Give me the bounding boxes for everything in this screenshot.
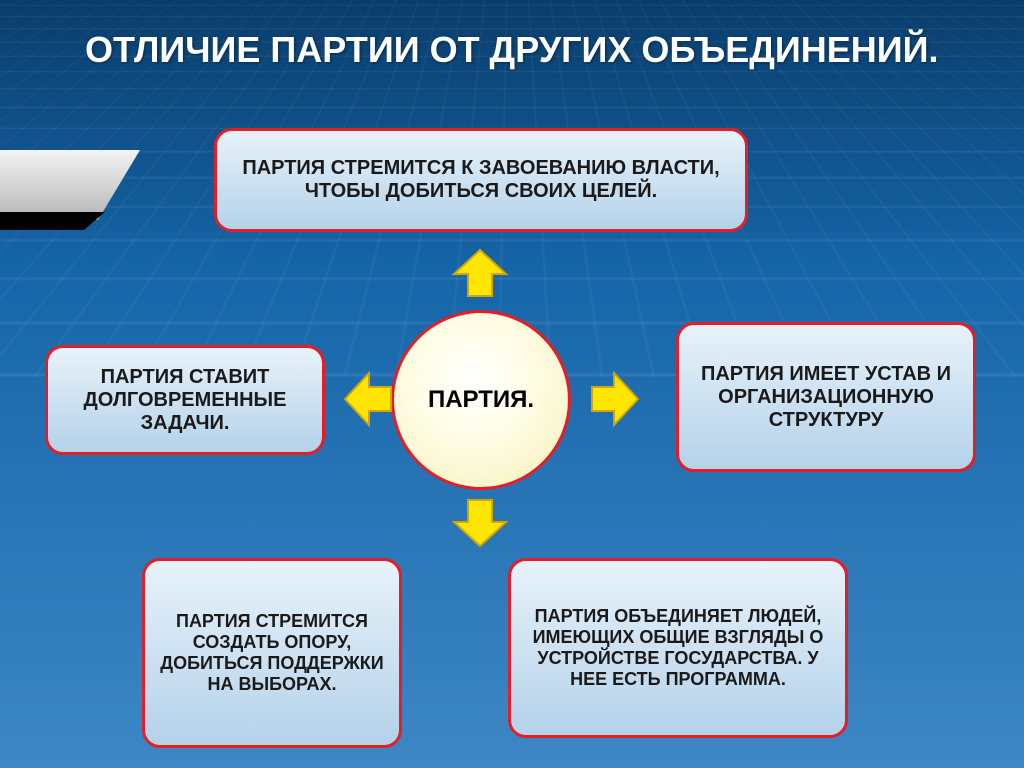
arrow-left-icon xyxy=(343,369,393,429)
arrow-right-icon xyxy=(590,369,640,429)
slide-title: ОТЛИЧИЕ ПАРТИИ ОТ ДРУГИХ ОБЪЕДИНЕНИЙ. xyxy=(85,28,939,71)
box-top-text: ПАРТИЯ СТРЕМИТСЯ К ЗАВОЕВАНИЮ ВЛАСТИ, ЧТ… xyxy=(231,157,731,203)
box-right: ПАРТИЯ ИМЕЕТ УСТАВ И ОРГАНИЗАЦИОННУЮ СТР… xyxy=(676,322,976,472)
box-right-text: ПАРТИЯ ИМЕЕТ УСТАВ И ОРГАНИЗАЦИОННУЮ СТР… xyxy=(693,363,959,432)
arrow-down-icon xyxy=(450,498,510,548)
box-bottom-left-text: ПАРТИЯ СТРЕМИТСЯ СОЗДАТЬ ОПОРУ, ДОБИТЬСЯ… xyxy=(159,611,385,695)
center-circle: ПАРТИЯ. xyxy=(391,310,571,490)
box-bottom-right: ПАРТИЯ ОБЪЕДИНЯЕТ ЛЮДЕЙ, ИМЕЮЩИХ ОБЩИЕ В… xyxy=(508,558,848,738)
arrow-up-icon xyxy=(450,248,510,298)
box-left-text: ПАРТИЯ СТАВИТ ДОЛГОВРЕМЕННЫЕ ЗАДАЧИ. xyxy=(62,366,308,435)
box-bottom-left: ПАРТИЯ СТРЕМИТСЯ СОЗДАТЬ ОПОРУ, ДОБИТЬСЯ… xyxy=(142,558,402,748)
center-label: ПАРТИЯ. xyxy=(428,386,534,414)
box-left: ПАРТИЯ СТАВИТ ДОЛГОВРЕМЕННЫЕ ЗАДАЧИ. xyxy=(45,345,325,455)
box-bottom-right-text: ПАРТИЯ ОБЪЕДИНЯЕТ ЛЮДЕЙ, ИМЕЮЩИХ ОБЩИЕ В… xyxy=(525,606,831,690)
box-top: ПАРТИЯ СТРЕМИТСЯ К ЗАВОЕВАНИЮ ВЛАСТИ, ЧТ… xyxy=(214,128,748,232)
